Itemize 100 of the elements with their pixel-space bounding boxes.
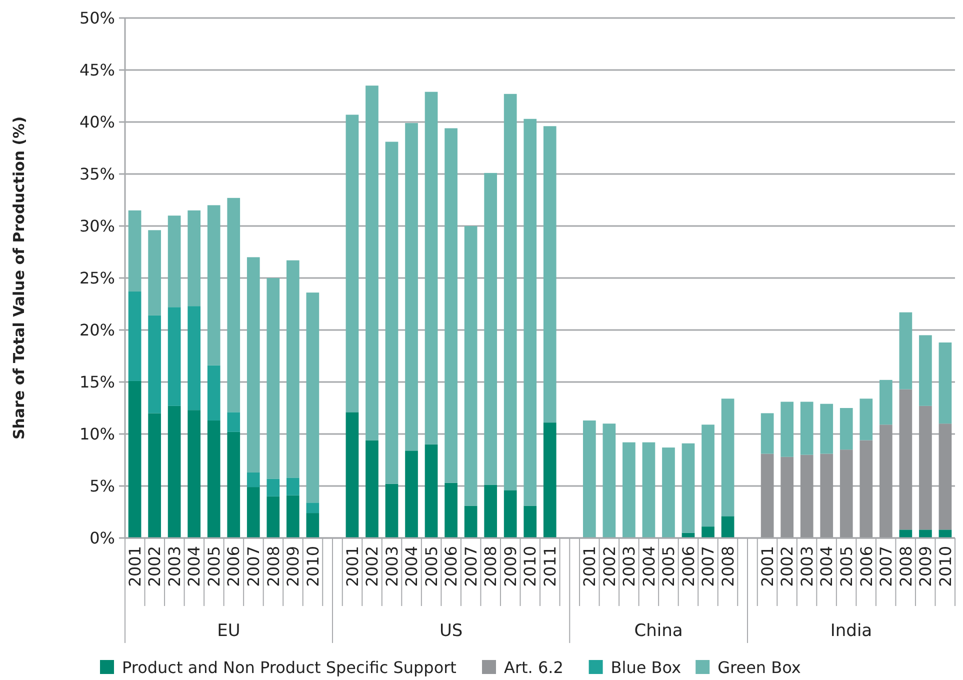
- y-tick-label: 10%: [79, 424, 115, 444]
- bar: [266, 478, 280, 496]
- bar: [820, 404, 834, 454]
- bar: [405, 450, 418, 538]
- bar: [602, 424, 616, 538]
- bar: [860, 440, 873, 538]
- bar: [366, 86, 378, 440]
- x-tick-label: 2004: [184, 546, 204, 587]
- x-tick-label: 2006: [224, 546, 244, 587]
- bar: [879, 380, 892, 425]
- x-tick-label: 2010: [303, 546, 322, 587]
- bar: [702, 526, 714, 538]
- bar: [780, 456, 794, 538]
- bar: [504, 490, 517, 538]
- x-tick-label: 2006: [856, 546, 876, 587]
- bar: [899, 389, 912, 530]
- bar: [424, 444, 438, 538]
- bar: [919, 530, 932, 538]
- bar: [899, 530, 912, 538]
- bar: [702, 424, 714, 527]
- y-tick-label: 40%: [79, 112, 115, 132]
- y-axis-title: Share of Total Value of Production (%): [10, 116, 28, 440]
- bar: [642, 442, 656, 538]
- x-tick-label: 2001: [125, 546, 144, 587]
- x-tick-label: 2007: [876, 546, 896, 587]
- bar: [760, 454, 774, 538]
- text: China: [634, 621, 683, 641]
- x-tick-label: 2008: [896, 546, 916, 587]
- x-tick-label: 2004: [402, 546, 422, 587]
- legend-label: Product and Non Product Specific Support: [122, 658, 456, 677]
- bar: [840, 450, 853, 538]
- y-tick-label: 15%: [79, 372, 115, 392]
- x-tick-label: 2001: [342, 546, 362, 587]
- y-tick-label: 35%: [79, 164, 115, 184]
- bar: [246, 257, 260, 472]
- bar: [919, 335, 932, 406]
- bar: [188, 306, 201, 410]
- x-tick-label: 2002: [600, 546, 619, 587]
- bar: [504, 94, 517, 490]
- bar: [840, 408, 853, 450]
- bar: [148, 413, 161, 538]
- bar: [385, 484, 398, 538]
- x-tick-label: 2009: [284, 546, 303, 587]
- x-tick-label: 2005: [836, 546, 856, 587]
- y-tick-label: 20%: [79, 320, 115, 340]
- x-tick-label: 2006: [442, 546, 461, 587]
- bar: [306, 513, 320, 538]
- text: US: [439, 621, 463, 641]
- bar: [721, 516, 734, 538]
- bar: [484, 172, 498, 485]
- bar: [938, 342, 952, 424]
- x-tick-label: 2002: [362, 546, 382, 587]
- bar: [860, 398, 873, 440]
- y-tick-label: 30%: [79, 216, 115, 236]
- bar: [938, 424, 952, 530]
- text: EU: [217, 621, 240, 641]
- x-tick-label: 2002: [778, 546, 797, 587]
- x-tick-label: 2004: [639, 546, 658, 587]
- bar: [246, 487, 260, 538]
- bar: [128, 210, 142, 292]
- bar: [346, 114, 359, 412]
- x-tick-label: 2007: [698, 546, 718, 587]
- text: India: [830, 621, 872, 641]
- bar: [188, 410, 201, 538]
- bar: [286, 495, 300, 538]
- bar: [760, 413, 774, 454]
- bar: [207, 420, 220, 538]
- y-tick-label: 50%: [79, 8, 115, 28]
- x-tick-label: 2003: [797, 546, 816, 587]
- bar: [286, 478, 300, 496]
- x-tick-label: 2008: [718, 546, 738, 587]
- x-tick-label: 2007: [244, 546, 263, 587]
- bar: [227, 198, 240, 412]
- bar: [780, 402, 794, 457]
- bar: [346, 412, 359, 538]
- bar: [424, 92, 438, 444]
- bar: [484, 484, 498, 538]
- bar: [266, 278, 280, 479]
- legend-label: Green Box: [718, 658, 801, 677]
- bar: [879, 424, 892, 538]
- bar: [444, 128, 458, 483]
- legend-label: Blue Box: [610, 658, 682, 677]
- x-tick-label: 2005: [659, 546, 678, 587]
- legend-label: Art. 6.2: [504, 658, 564, 677]
- bar: [405, 123, 418, 451]
- x-tick-label: 2009: [916, 546, 936, 587]
- bar: [306, 292, 320, 503]
- x-tick-label: 2008: [264, 546, 283, 587]
- x-tick-label: 2005: [204, 546, 224, 587]
- bar: [582, 420, 596, 538]
- y-tick-label: 0%: [90, 528, 115, 548]
- x-tick-label: 2008: [481, 546, 500, 587]
- bar: [543, 422, 556, 538]
- bar: [148, 315, 161, 414]
- x-tick-label: 2001: [580, 546, 600, 587]
- y-tick-label: 45%: [79, 60, 115, 80]
- x-tick-label: 2006: [678, 546, 698, 587]
- bar: [464, 226, 478, 506]
- x-tick-label: 2011: [540, 546, 560, 587]
- bar: [188, 210, 201, 306]
